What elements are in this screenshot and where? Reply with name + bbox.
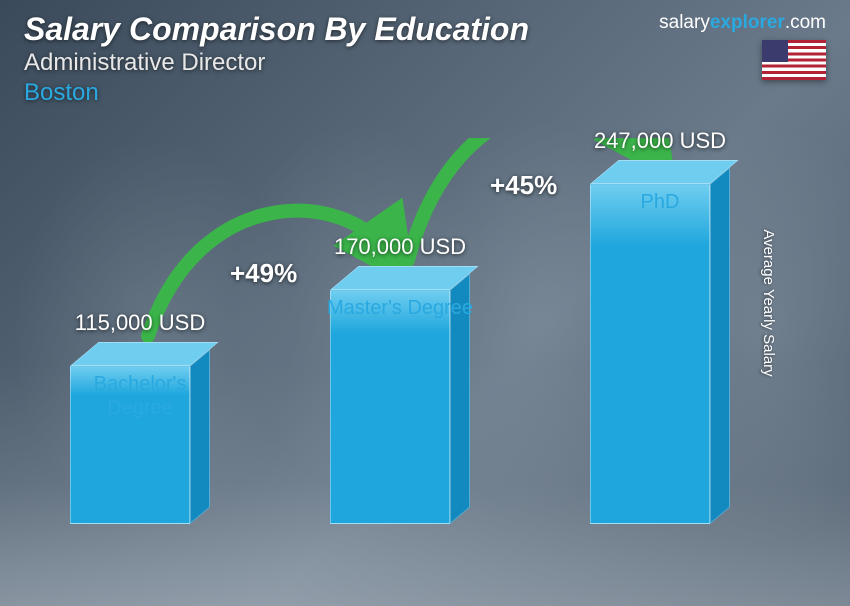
subtitle: Administrative Director	[24, 49, 529, 77]
brand-suffix: .com	[785, 12, 826, 33]
header: Salary Comparison By Education Administr…	[24, 12, 826, 107]
arc-label: +45%	[490, 170, 557, 201]
bar-group: 170,000 USDMaster's Degree	[330, 290, 470, 524]
brand-accent: explorer	[710, 12, 785, 33]
arc-label: +49%	[230, 258, 297, 289]
title-block: Salary Comparison By Education Administr…	[24, 12, 529, 107]
bar-value-label: 247,000 USD	[560, 128, 760, 154]
bar-category-label: Master's Degree	[320, 296, 480, 578]
brand-prefix: salary	[659, 12, 710, 33]
bar-group: 247,000 USDPhD	[590, 184, 730, 524]
brand-area: salaryexplorer.com	[659, 12, 826, 85]
bar-category-label: PhD	[580, 190, 740, 578]
bar-category-label: Bachelor's Degree	[60, 372, 220, 578]
main-title: Salary Comparison By Education	[24, 12, 529, 47]
bar-value-label: 115,000 USD	[40, 310, 240, 336]
location: Boston	[24, 79, 529, 107]
flag-icon	[762, 40, 826, 80]
bar-chart: 115,000 USDBachelor's Degree170,000 USDM…	[50, 138, 790, 578]
bar-value-label: 170,000 USD	[300, 234, 500, 260]
bar-group: 115,000 USDBachelor's Degree	[70, 366, 210, 524]
brand-text: salaryexplorer.com	[659, 12, 826, 34]
